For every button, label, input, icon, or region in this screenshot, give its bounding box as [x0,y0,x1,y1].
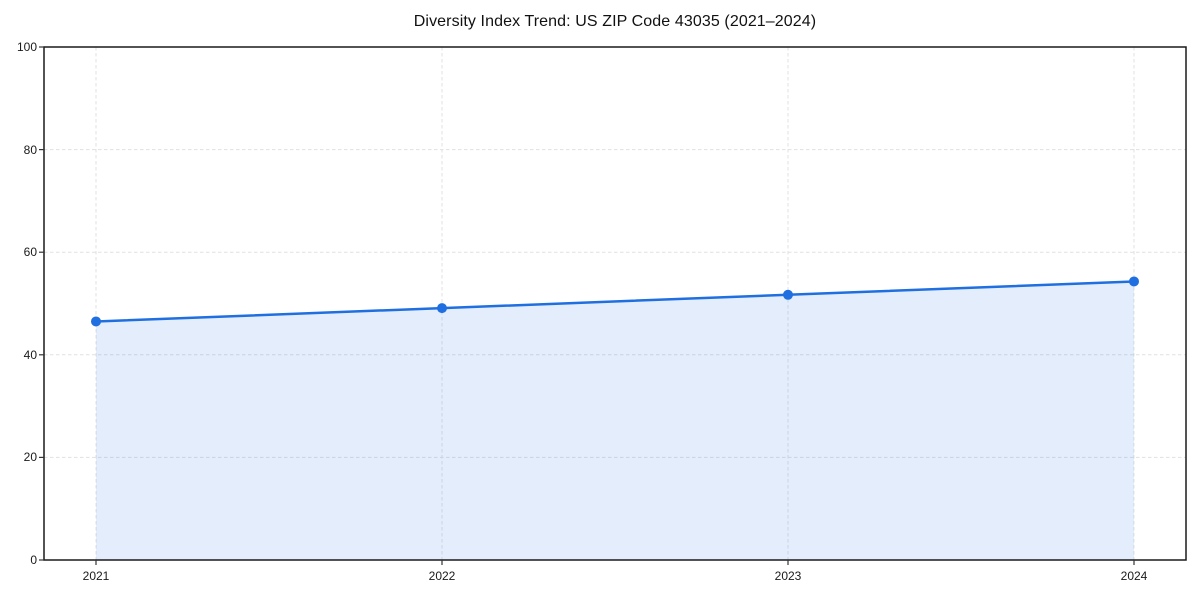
area-fill [96,281,1134,560]
data-point-marker [783,289,793,300]
x-tick-label: 2021 [82,569,110,583]
y-tick-label: 20 [23,450,37,465]
data-point-marker [437,303,447,314]
x-tick-label: 2022 [428,569,456,583]
chart-title: Diversity Index Trend: US ZIP Code 43035… [413,13,817,30]
x-tick-label: 2024 [1120,569,1148,583]
y-tick-label: 100 [16,40,37,54]
y-tick-label: 60 [23,245,37,260]
data-point-marker [1129,276,1139,287]
trend-line [94,280,1136,323]
y-tick-label: 0 [30,553,37,567]
y-tick-label: 40 [23,347,37,362]
x-tick-label: 2023 [774,569,802,583]
plot-spines [43,46,1187,561]
data-point-marker [91,316,101,327]
y-tick-label: 80 [23,142,37,157]
